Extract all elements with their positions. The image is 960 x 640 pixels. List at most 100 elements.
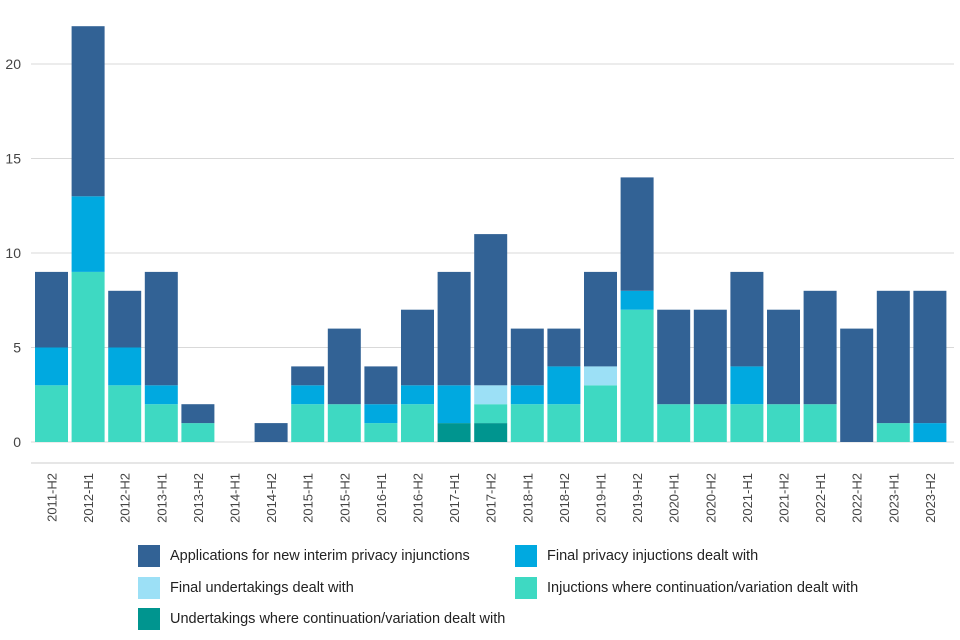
bar-segment[interactable] [547, 366, 581, 405]
bar-segment[interactable] [474, 234, 508, 386]
legend-item-injunctions-continuation[interactable]: Injuctions where continuation/variation … [515, 577, 858, 599]
bar-segment[interactable] [547, 404, 581, 442]
bar-segment[interactable] [401, 385, 434, 405]
bar-segment[interactable] [71, 271, 105, 442]
bar-segment[interactable] [620, 290, 654, 310]
legend-item-undertakings-continuation[interactable]: Undertakings where continuation/variatio… [138, 608, 505, 630]
bar-segment[interactable] [108, 385, 142, 442]
legend-item-final-undertakings[interactable]: Final undertakings dealt with [138, 577, 354, 599]
bar-segment[interactable] [364, 404, 398, 424]
bar-segment[interactable] [71, 196, 105, 272]
bar-segment[interactable] [35, 271, 68, 348]
bar-segment[interactable] [254, 423, 288, 442]
bar-segment[interactable] [913, 290, 947, 424]
legend-swatch [515, 577, 537, 599]
x-axis-ticks: 2011-H2 2012-H1 2012-H2 2013-H1 2013-H2 2014-… [45, 473, 938, 523]
x-tick-label: 2016-H1 [374, 473, 389, 523]
legend-label: Applications for new interim privacy inj… [170, 548, 470, 564]
bar-segment[interactable] [803, 404, 837, 442]
x-tick-label: 2023-H2 [923, 473, 938, 523]
bar-segment[interactable] [730, 404, 764, 442]
bar-segment[interactable] [693, 404, 727, 442]
x-tick-label: 2022-H1 [813, 473, 828, 523]
bar-segment[interactable] [35, 347, 68, 386]
x-tick-label: 2021-H2 [777, 473, 792, 523]
bar-segment[interactable] [510, 385, 544, 405]
bar-segment[interactable] [437, 423, 471, 442]
bar-segment[interactable] [474, 423, 508, 442]
x-tick-label: 2022-H2 [850, 473, 865, 523]
legend-label: Undertakings where continuation/variatio… [170, 611, 506, 627]
bar-segment[interactable] [71, 26, 105, 197]
bar-segment[interactable] [144, 385, 178, 405]
x-tick-label: 2019-H2 [630, 473, 645, 523]
legend-item-applications[interactable]: Applications for new interim privacy inj… [138, 545, 470, 567]
x-tick-label: 2018-H1 [520, 473, 535, 523]
bar-segment[interactable] [803, 290, 837, 405]
bar-segment[interactable] [327, 328, 361, 405]
x-tick-label: 2012-H1 [81, 473, 96, 523]
bar-segment[interactable] [181, 423, 215, 442]
bar-segment[interactable] [327, 404, 361, 442]
bar-segment[interactable] [510, 328, 544, 386]
bar-segment[interactable] [657, 309, 691, 405]
x-tick-label: 2013-H2 [191, 473, 206, 523]
bar-segment[interactable] [401, 404, 434, 442]
x-tick-label: 2013-H1 [154, 473, 169, 523]
bar-segment[interactable] [144, 404, 178, 442]
x-tick-label: 2020-H1 [667, 473, 682, 523]
bar-segment[interactable] [730, 271, 764, 367]
x-tick-label: 2019-H1 [594, 473, 609, 523]
bar-segment[interactable] [35, 385, 68, 442]
bar-segment[interactable] [510, 404, 544, 442]
y-tick-label: 5 [13, 340, 21, 356]
bar-segment[interactable] [291, 385, 325, 405]
bar-segment[interactable] [913, 423, 947, 442]
bar-segment[interactable] [584, 366, 617, 386]
y-tick-label: 20 [5, 56, 21, 72]
bar-segment[interactable] [474, 404, 508, 424]
legend-item-final-privacy[interactable]: Final privacy injuctions dealt with [515, 545, 758, 567]
bar-segment[interactable] [364, 423, 398, 442]
legend-swatch [138, 545, 160, 567]
x-tick-label: 2017-H1 [447, 473, 462, 523]
bar-segment[interactable] [840, 328, 874, 442]
y-tick-label: 15 [5, 151, 21, 167]
bar-segment[interactable] [876, 423, 910, 442]
bar-segment[interactable] [108, 290, 142, 348]
bar-segment[interactable] [474, 385, 508, 405]
bar-segment[interactable] [876, 290, 910, 424]
bar-segment[interactable] [767, 309, 800, 405]
x-tick-label: 2020-H2 [703, 473, 718, 523]
bar-segment[interactable] [620, 309, 654, 442]
bar-segment[interactable] [730, 366, 764, 405]
bar-segment[interactable] [767, 404, 800, 442]
x-tick-label: 2015-H1 [301, 473, 316, 523]
x-tick-label: 2017-H2 [484, 473, 499, 523]
bar-segment[interactable] [657, 404, 691, 442]
bar-segment[interactable] [584, 271, 617, 367]
x-tick-label: 2012-H2 [118, 473, 133, 523]
x-tick-label: 2021-H1 [740, 473, 755, 523]
bar-segment[interactable] [291, 366, 325, 386]
legend-label: Final undertakings dealt with [170, 580, 354, 596]
bar-segment[interactable] [144, 271, 178, 386]
bar-segment[interactable] [364, 366, 398, 405]
bar-segment[interactable] [181, 404, 215, 424]
x-tick-label: 2015-H2 [337, 473, 352, 523]
bar-segment[interactable] [693, 309, 727, 405]
bar-segment[interactable] [437, 271, 471, 386]
bar-segment[interactable] [584, 385, 617, 442]
x-tick-label: 2016-H2 [411, 473, 426, 523]
legend-swatch [515, 545, 537, 567]
bar-segment[interactable] [437, 385, 471, 424]
x-tick-label: 2018-H2 [557, 473, 572, 523]
bar-segment[interactable] [108, 347, 142, 386]
bar-segment[interactable] [291, 404, 325, 442]
bar-segment[interactable] [620, 177, 654, 291]
y-tick-label: 0 [13, 434, 21, 450]
bar-segment[interactable] [401, 309, 434, 386]
legend-swatch [138, 608, 160, 630]
bar-segment[interactable] [547, 328, 581, 367]
